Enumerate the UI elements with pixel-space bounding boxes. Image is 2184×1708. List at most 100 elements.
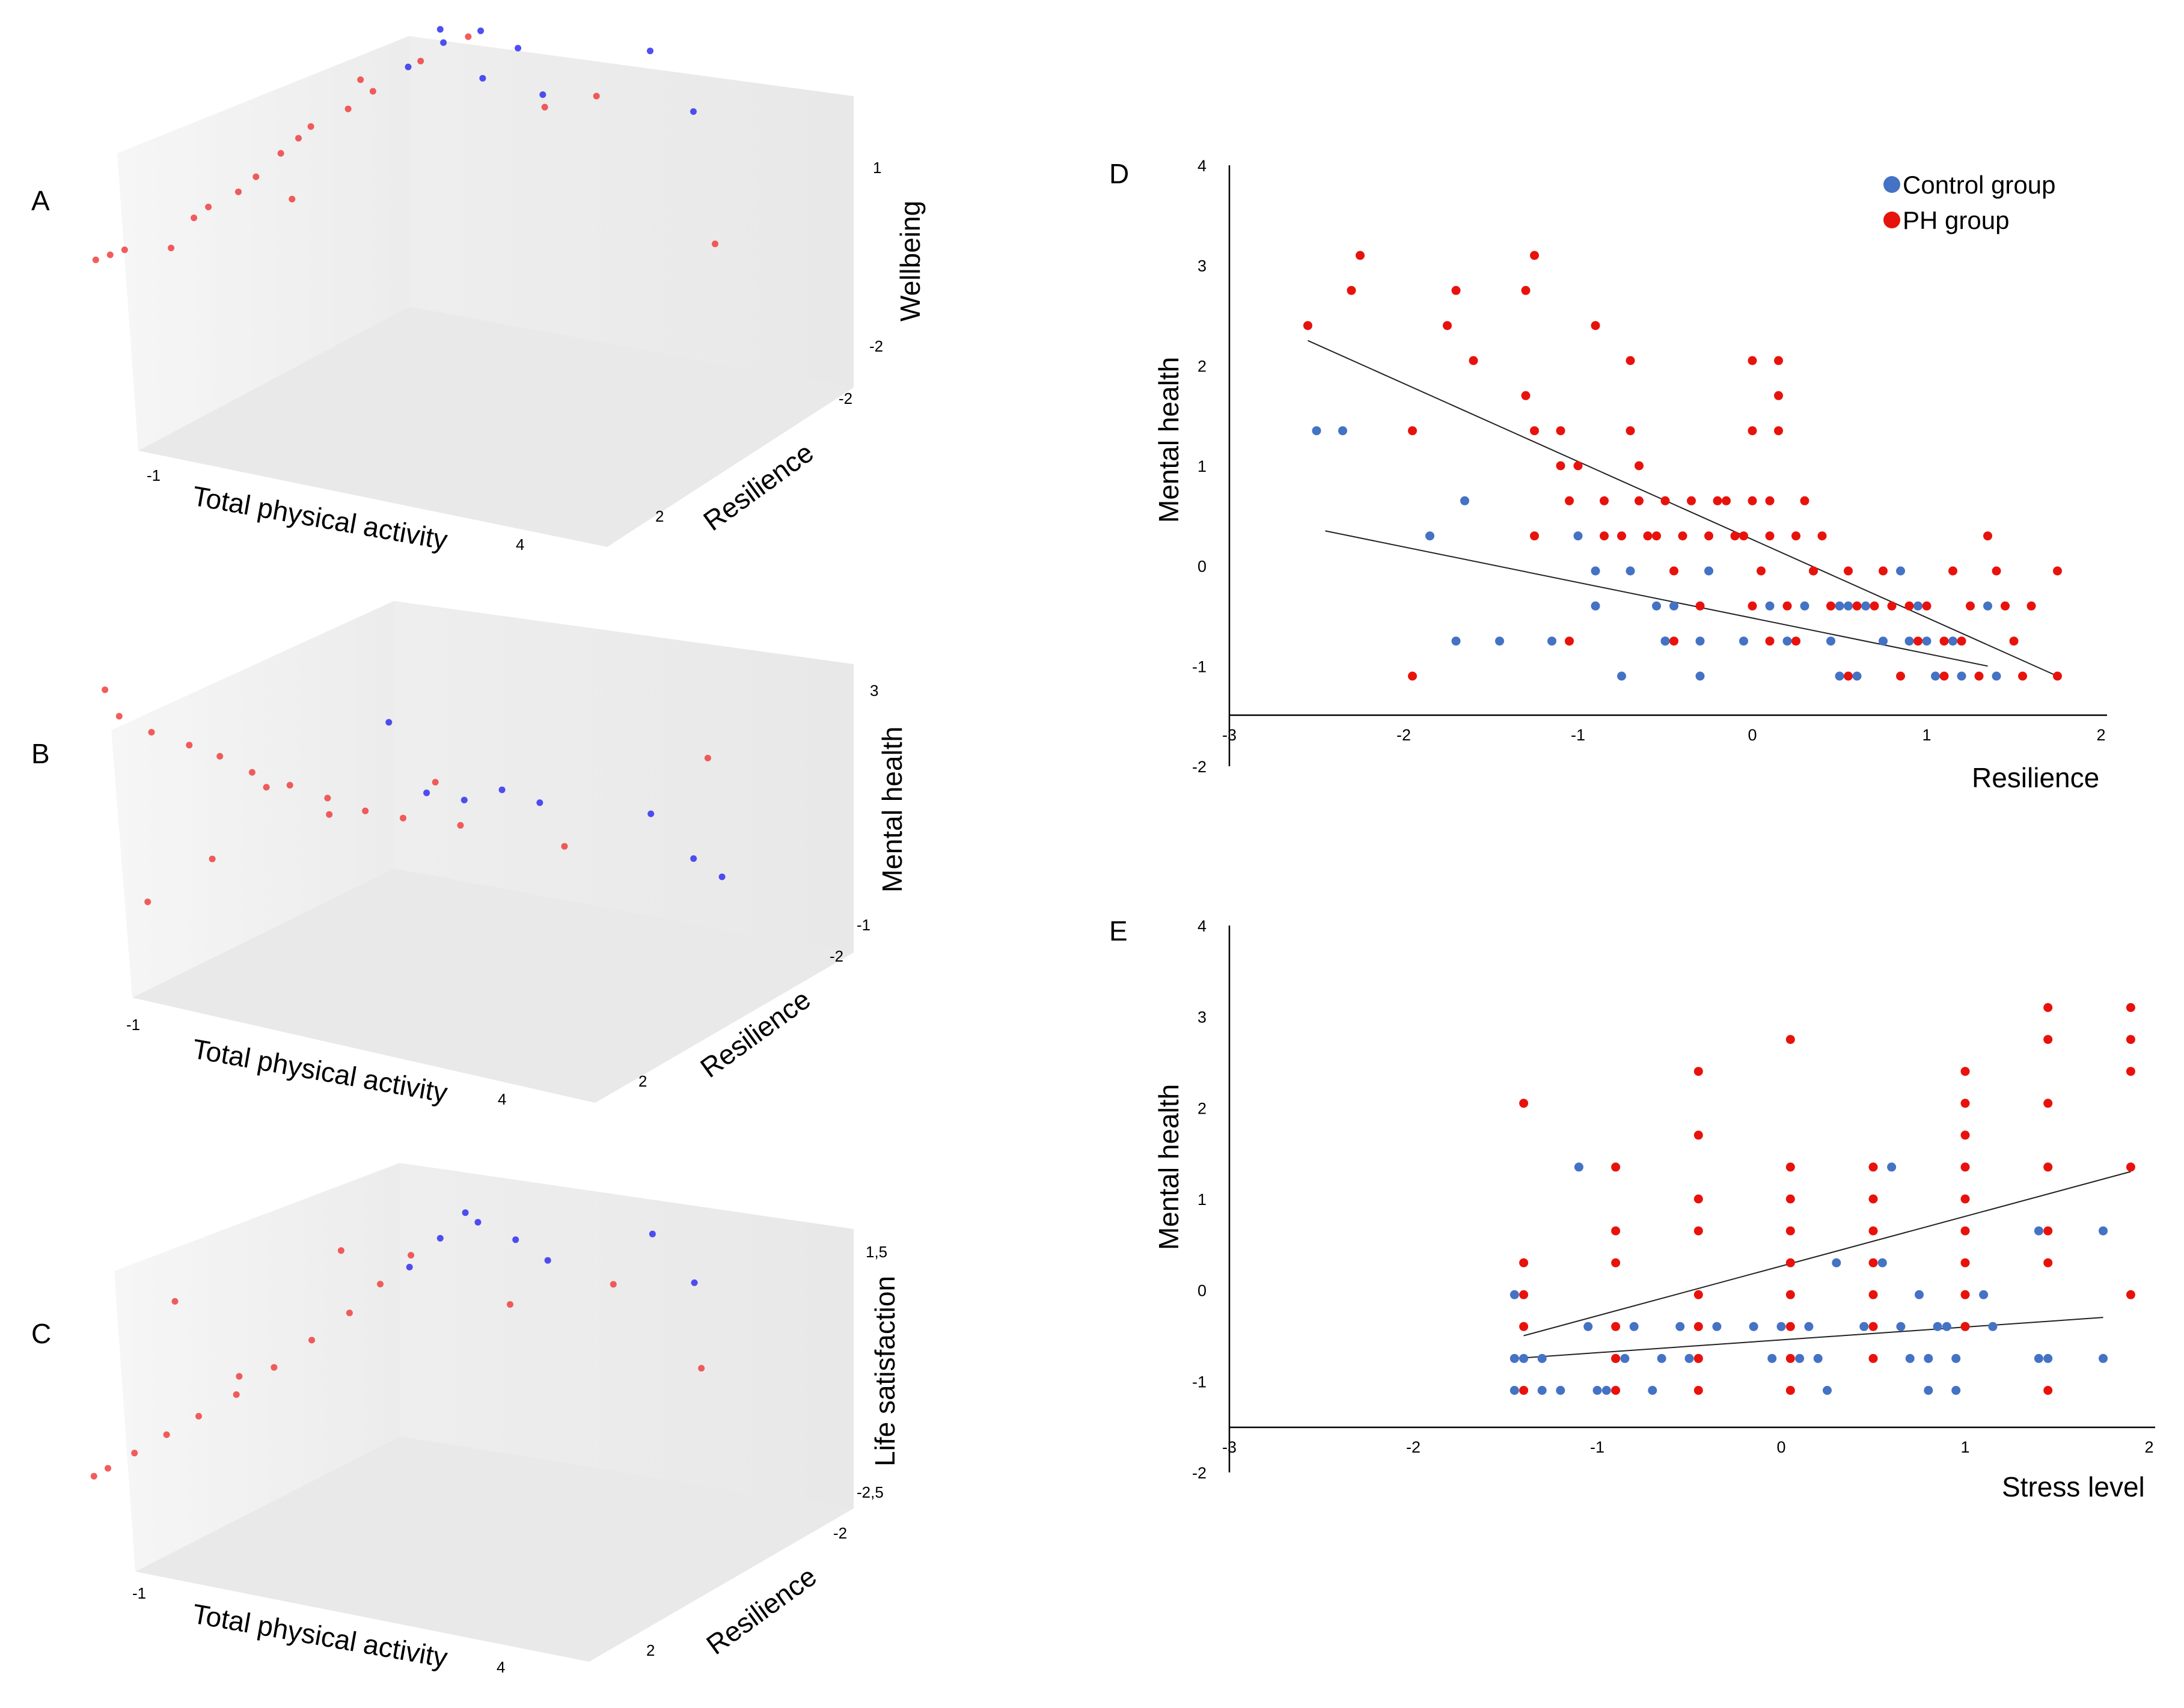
point-control-29: [1877, 1258, 1887, 1267]
point-control-15: [1657, 1353, 1666, 1363]
point-control-4: [544, 1257, 551, 1264]
point-control-9: [1592, 1386, 1602, 1395]
point-ph-22: [1626, 356, 1635, 365]
point-ph-78: [1765, 636, 1775, 646]
point-control-19: [1712, 1322, 1722, 1331]
point-ph-18: [295, 135, 302, 142]
point-control-34: [1924, 1353, 1933, 1363]
point-ph-15: [1573, 461, 1583, 471]
point-ph-4: [1519, 1386, 1529, 1395]
point-ph-54: [2126, 1162, 2135, 1172]
y-tick-4: 0: [1198, 558, 1207, 576]
point-control-10: [1626, 566, 1635, 576]
y-tick-5: -1: [1192, 657, 1207, 676]
fit-line-ph: [1523, 1171, 2131, 1337]
point-ph-33: [1704, 531, 1713, 541]
point-ph-41: [1748, 601, 1757, 611]
point-control-6: [691, 1279, 698, 1286]
point-ph-27: [1785, 1386, 1795, 1395]
point-ph-26: [1643, 531, 1653, 541]
x-tick-1: -2: [1396, 726, 1411, 744]
point-ph-9: [263, 784, 270, 791]
point-control-2: [515, 44, 522, 52]
point-control-6: [1547, 636, 1556, 646]
point-control-4: [479, 75, 486, 82]
point-ph-17: [1565, 636, 1574, 646]
panel-b-xtick-1: 4: [498, 1090, 506, 1108]
point-ph-27: [1652, 531, 1661, 541]
point-ph-7: [324, 795, 331, 802]
point-control-35: [1957, 671, 1966, 681]
panel-b-back-wall-right: [394, 601, 854, 953]
panel-b-floor: [132, 868, 854, 1103]
point-control-43: [2043, 1353, 2053, 1363]
point-ph-28: [1660, 496, 1670, 505]
point-ph-16: [326, 811, 333, 818]
point-ph-20: [1785, 1162, 1795, 1172]
point-ph-32: [1868, 1290, 1878, 1299]
point-control-5: [647, 810, 655, 817]
point-control-31: [1913, 601, 1922, 611]
panel-d-xlabel: Resilience: [1972, 762, 2099, 793]
point-ph-42: [1757, 566, 1766, 576]
panel-a-ztick-0: 1: [873, 159, 881, 177]
point-control-1: [1338, 426, 1347, 436]
point-ph-50: [2043, 1386, 2053, 1395]
y-tick-1: 3: [1198, 1008, 1207, 1026]
point-ph-29: [1868, 1194, 1878, 1204]
y-tick-6: -2: [1192, 758, 1207, 776]
x-tick-5: 2: [2144, 1438, 2153, 1456]
panel-b-3d-scatter: B Total physical activity Resilience Men…: [31, 601, 908, 1108]
point-ph-46: [2043, 1099, 2053, 1108]
point-ph-45: [2043, 1035, 2053, 1045]
panel-a-floor: [138, 307, 854, 547]
y-tick-0: 4: [1198, 157, 1207, 175]
point-control-13: [1629, 1322, 1639, 1331]
x-tick-2: -1: [1571, 726, 1585, 744]
point-ph-15: [541, 103, 548, 111]
point-ph-10: [1611, 1386, 1621, 1395]
point-control-25: [1844, 601, 1853, 611]
point-ph-5: [233, 1391, 240, 1398]
point-ph-25: [1635, 496, 1644, 505]
panel-a-back-wall-right: [409, 36, 854, 388]
point-control-37: [1951, 1353, 1961, 1363]
point-ph-69: [1983, 531, 1992, 541]
x-tick-0: -3: [1222, 726, 1237, 744]
point-control-0: [436, 1234, 444, 1242]
point-control-3: [405, 63, 412, 70]
point-ph-31: [1687, 496, 1696, 505]
point-ph-12: [168, 245, 175, 252]
point-ph-7: [308, 1337, 316, 1344]
y-tick-4: 0: [1198, 1282, 1207, 1300]
point-control-21: [1767, 1353, 1777, 1363]
point-ph-23: [1785, 1258, 1795, 1267]
point-control-3: [1519, 1353, 1529, 1363]
panel-a-xtick-1: 4: [516, 535, 524, 554]
point-ph-24: [1785, 1290, 1795, 1299]
point-ph-44: [2043, 1003, 2053, 1012]
panel-c-zlabel: Life satisfaction: [869, 1276, 901, 1466]
point-ph-1: [115, 713, 123, 720]
point-control-1: [474, 1219, 482, 1226]
panel-e-xlabel: Stress level: [2002, 1471, 2145, 1502]
point-ph-61: [1904, 601, 1914, 611]
point-ph-5: [252, 173, 260, 180]
point-control-28: [1859, 1322, 1869, 1331]
point-ph-53: [1817, 531, 1827, 541]
point-control-25: [1813, 1353, 1823, 1363]
point-control-14: [1648, 1386, 1657, 1395]
point-ph-59: [1887, 601, 1897, 611]
point-control-45: [2099, 1353, 2108, 1363]
point-control-34: [1948, 636, 1957, 646]
panel-a-3d-scatter: A Total physical activity Resilience Wel…: [31, 26, 926, 555]
point-ph-8: [1521, 391, 1531, 400]
point-control-7: [462, 1209, 469, 1216]
point-ph-1: [1356, 251, 1365, 260]
point-ph-70: [1992, 566, 2001, 576]
panel-d-axes: -3 -2 -1 0 1 2 4 3 2 1 0 -1 -2: [1192, 157, 2107, 776]
point-ph-58: [1879, 566, 1888, 576]
point-ph-4: [205, 203, 212, 210]
point-ph-13: [1556, 426, 1565, 436]
panel-e-scatter: E -3 -2 -1 0 1 2 4 3 2 1 0 -1 -2 Stress level Mental…: [1109, 915, 2155, 1502]
